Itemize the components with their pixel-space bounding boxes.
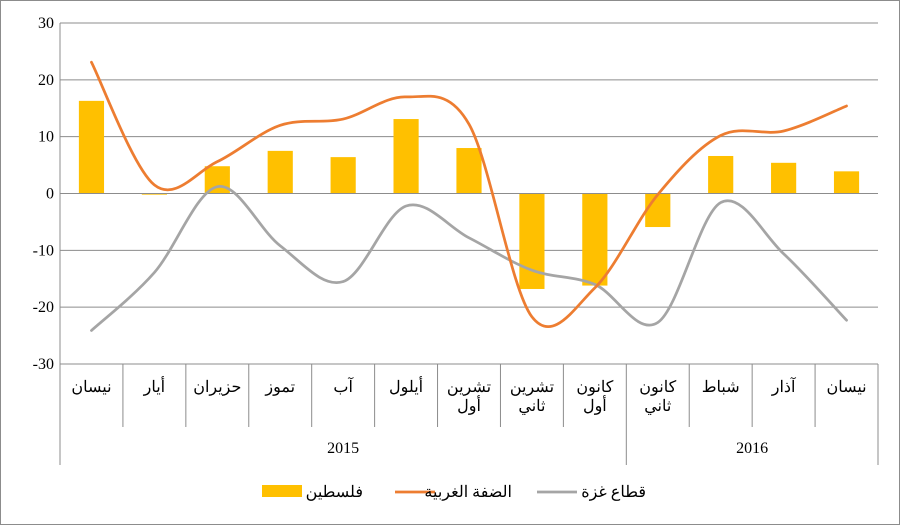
bar xyxy=(771,162,797,194)
category-label: نيسان xyxy=(826,379,866,396)
y-tick-label: 10 xyxy=(38,129,54,146)
series-line xyxy=(90,60,848,329)
bar xyxy=(456,148,482,194)
y-tick-label: 0 xyxy=(46,186,54,203)
category-label: كانون xyxy=(576,379,613,396)
bar xyxy=(267,150,293,194)
legend-label: قطاع غزة xyxy=(581,484,646,501)
y-tick-label: -30 xyxy=(33,356,54,373)
bar xyxy=(330,157,356,194)
category-label: كانون xyxy=(639,379,676,396)
lines-layer xyxy=(90,60,848,332)
category-label: نيسان xyxy=(71,379,111,396)
category-label: أيلول xyxy=(389,376,423,396)
category-label: أول xyxy=(583,395,607,415)
category-label: آذار xyxy=(771,376,797,396)
y-tick-label: 20 xyxy=(38,72,54,89)
bars-layer xyxy=(60,100,878,289)
category-label: أيار xyxy=(143,376,166,396)
legend-marker xyxy=(262,485,302,497)
series-line xyxy=(90,185,848,332)
category-label: حزيران xyxy=(193,379,241,396)
category-label: أول xyxy=(457,395,481,415)
category-label: تشرين xyxy=(447,379,491,396)
legend-label: فلسطين xyxy=(306,484,363,501)
legend-layer: فلسطين الضفة الغربية قطاع غزة xyxy=(262,484,646,501)
category-label: شباط xyxy=(702,379,740,396)
y-tick-label: -20 xyxy=(33,299,54,316)
year-label: 2016 xyxy=(736,440,768,457)
category-label: آب xyxy=(333,376,354,396)
bar xyxy=(833,171,860,194)
bar xyxy=(204,166,230,194)
category-label: تموز xyxy=(264,379,295,396)
y-tick-label: 30 xyxy=(38,15,54,32)
category-label: تشرين xyxy=(510,379,554,396)
category-label: ثاني xyxy=(644,398,671,415)
category-label: ثاني xyxy=(518,398,545,415)
y-tick-label: -10 xyxy=(33,242,54,259)
bar xyxy=(393,119,419,194)
bar xyxy=(645,193,671,228)
bar xyxy=(708,155,734,194)
year-label: 2015 xyxy=(327,440,359,457)
bar xyxy=(582,193,608,286)
bar xyxy=(141,193,167,195)
axis-layer: 30 20 10 0 -10 -20 -30 نيسان أيار حزيران تموز آب أيل… xyxy=(33,15,879,465)
bar xyxy=(519,193,545,289)
bar xyxy=(78,100,105,194)
legend-label: الضفة الغربية xyxy=(424,484,512,501)
